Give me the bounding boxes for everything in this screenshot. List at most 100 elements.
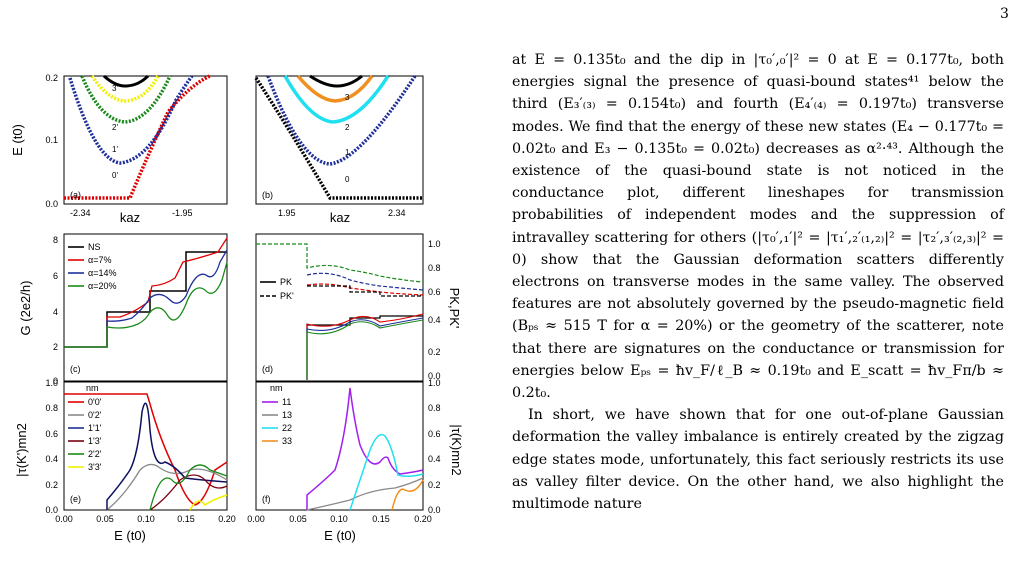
pkp-red	[306, 283, 424, 296]
ytick-d: 1.0	[428, 239, 441, 249]
xlabel-e: E (t0)	[114, 528, 146, 543]
legend-title-e: nm	[86, 383, 99, 393]
legend-c: α=7%	[88, 255, 111, 265]
alpha14-curve	[106, 249, 228, 347]
ns-curve	[64, 251, 227, 348]
paragraph-2: In short, we have shown that for one out…	[512, 407, 1004, 513]
tau-33	[189, 494, 228, 511]
xtick-e: 0.20	[218, 514, 236, 524]
xtick-a-0: -2.34	[70, 208, 91, 218]
band-2prime	[80, 75, 172, 124]
ytick-d: 0.2	[428, 347, 441, 357]
tau-22	[149, 464, 228, 511]
mode-label-b: 0	[345, 175, 350, 184]
ytick-e: 0.6	[45, 429, 58, 439]
legend-pkp: PK'	[280, 291, 294, 301]
figure-svg: 0.0 0.1 0.2 (a) -2.34 -1.95 kaz E (t0) 3' 2' 1' 0' (…	[10, 73, 464, 543]
ylabel-e: |τ(K')mn2	[14, 423, 29, 477]
band-top-b	[309, 74, 363, 88]
legend-e: 0'2'	[88, 410, 102, 420]
figure: 0.0 0.1 0.2 (a) -2.34 -1.95 kaz E (t0) 3' 2' 1' 0' (…	[0, 0, 500, 578]
xtick-e: 0.00	[55, 514, 73, 524]
pkp-green	[256, 243, 424, 283]
panel-f-frame	[255, 381, 424, 511]
ytick-e: 0.0	[45, 505, 58, 515]
xtick-f: 0.20	[414, 514, 432, 524]
legend-e: 1'3'	[88, 436, 102, 446]
ylabel-d: PK,PK'	[447, 288, 462, 329]
alpha7-curve	[106, 237, 228, 347]
ytick-a: 0.1	[45, 135, 58, 145]
panel-c-frame	[63, 233, 228, 382]
tau-02	[106, 463, 228, 511]
text-column: at E = 0.135t₀ and the dip in |τ₀′,₀′|² …	[512, 49, 1004, 515]
pkp-black	[307, 285, 423, 297]
band-3prime	[90, 75, 160, 103]
figure-text-layer: 0.0 0.1 0.2 (a) -2.34 -1.95 kaz E (t0) 3' 2' 1' 0' (…	[10, 73, 464, 543]
ytick-c: 2	[53, 342, 58, 352]
mode-label-a: 2'	[112, 123, 118, 132]
ytick-d: 0.6	[428, 287, 441, 297]
panel-e-curves	[64, 393, 228, 511]
tau-11	[106, 402, 228, 510]
xlabel-a: kaz	[120, 210, 140, 225]
ytick-e: 0.8	[45, 403, 58, 413]
panel-a-bands	[64, 74, 211, 200]
ytick-c: 4	[53, 307, 58, 317]
legend-e: 2'2'	[88, 449, 102, 459]
ytick-f: 0.4	[428, 454, 441, 464]
xtick-b-0: 1.95	[278, 208, 296, 218]
xtick-f: 0.15	[372, 514, 390, 524]
band-0	[254, 77, 423, 200]
ytick-c: 6	[53, 271, 58, 281]
ytick-f: 1.0	[428, 378, 441, 388]
legend-e: 1'1'	[88, 423, 102, 433]
xtick-a-1: -1.95	[172, 208, 193, 218]
tau-K-33	[391, 479, 424, 511]
pk-blue	[306, 317, 424, 380]
ytick-d: 0.0	[428, 371, 441, 381]
mode-label-a: 1'	[112, 145, 118, 154]
pkp-blue	[306, 272, 424, 291]
ytick-f: 0.0	[428, 505, 441, 515]
band-3	[296, 74, 374, 103]
ytick-c: 0	[53, 376, 58, 386]
band-top-a	[102, 74, 150, 88]
ytick-c: 8	[53, 235, 58, 245]
band-1prime	[68, 74, 194, 165]
panel-a-letter: (a)	[70, 190, 81, 200]
mode-label-a: 0'	[112, 171, 118, 180]
xtick-f: 0.00	[247, 514, 265, 524]
xtick-b-1: 2.34	[388, 208, 406, 218]
legend-pk: PK	[280, 277, 292, 287]
ytick-e: 0.4	[45, 454, 58, 464]
panel-f-curves	[306, 387, 424, 511]
mode-label-a: 3'	[112, 84, 118, 93]
band-2	[283, 75, 390, 124]
mode-label-b: 1	[345, 148, 350, 157]
panel-a-frame	[63, 75, 228, 205]
panel-c-curves	[64, 237, 228, 348]
page-number: 3	[1000, 6, 1009, 22]
xtick-e: 0.05	[96, 514, 114, 524]
alpha20-curve	[64, 261, 228, 348]
pk-black	[306, 315, 423, 380]
legend-f: 22	[282, 423, 292, 433]
xtick-e: 0.15	[177, 514, 195, 524]
legend-f: 11	[282, 397, 291, 407]
tau-K-22	[349, 433, 424, 511]
legend-title-f: nm	[270, 383, 283, 393]
xtick-f: 0.05	[289, 514, 307, 524]
xlabel-f: E (t0)	[324, 528, 356, 543]
mode-label-b: 2	[345, 123, 350, 132]
paragraph-1: at E = 0.135t₀ and the dip in |τ₀′,₀′|² …	[512, 52, 1004, 402]
mode-label-b: 3	[345, 93, 350, 102]
band-0prime	[64, 74, 211, 200]
ytick-d: 0.8	[428, 263, 441, 273]
ytick-a: 0.0	[45, 199, 58, 209]
tau-00	[64, 393, 228, 506]
legend-e: 3'3'	[88, 462, 102, 472]
tau-K-11	[306, 387, 424, 510]
tau-K-13	[306, 477, 424, 511]
legend-f: 13	[282, 410, 292, 420]
